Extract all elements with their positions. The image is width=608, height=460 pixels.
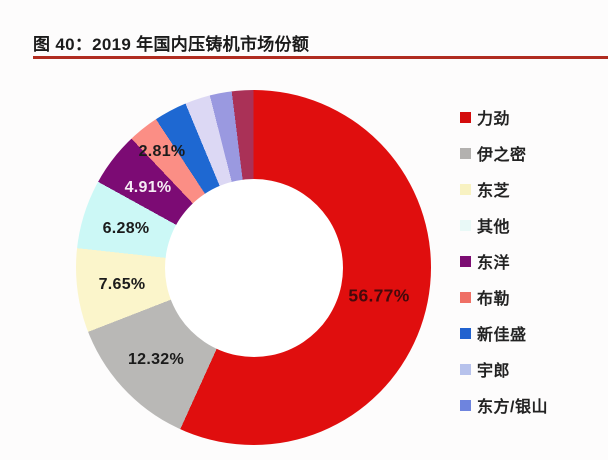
- legend-swatch-xinjiasheng: [460, 327, 471, 339]
- donut-chart: [76, 90, 431, 445]
- legend-swatch-other: [460, 219, 471, 231]
- legend-item-xinjiasheng: 新佳盛: [460, 315, 548, 351]
- legend-label-yizumi: 伊之密: [477, 147, 527, 164]
- legend-label-buhler: 布勒: [477, 291, 511, 308]
- legend-swatch-toyo: [460, 255, 471, 267]
- legend-label-lijin: 力劲: [477, 111, 511, 128]
- legend-label-yulang: 宇郎: [477, 363, 511, 380]
- legend-swatch-yulang: [460, 363, 471, 375]
- legend-item-yizumi: 伊之密: [460, 135, 548, 171]
- slice-label-yizumi: 12.32%: [127, 351, 185, 368]
- legend-label-xinjiasheng: 新佳盛: [477, 327, 527, 344]
- legend-swatch-dongfang-yinshan: [460, 399, 471, 411]
- legend-label-toshiba: 东芝: [477, 183, 511, 200]
- legend-swatch-lijin: [460, 111, 471, 123]
- legend-item-lijin: 力劲: [460, 99, 548, 135]
- slice-label-toyo: 4.91%: [124, 179, 172, 196]
- legend-item-yulang: 宇郎: [460, 351, 548, 387]
- legend-label-other: 其他: [477, 219, 511, 236]
- legend-swatch-yizumi: [460, 147, 471, 159]
- legend-swatch-buhler: [460, 291, 471, 303]
- legend-label-toyo: 东洋: [477, 255, 511, 272]
- slice-label-lijin: 56.77%: [348, 285, 410, 306]
- legend-item-toyo: 东洋: [460, 243, 548, 279]
- figure-title: 图 40：2019 年国内压铸机市场份额: [33, 35, 310, 54]
- legend: 力劲 伊之密 东芝 其他 东洋 布勒: [460, 99, 548, 423]
- slice-label-toshiba: 7.65%: [98, 276, 146, 293]
- legend-swatch-toshiba: [460, 183, 471, 195]
- legend-item-buhler: 布勒: [460, 279, 548, 315]
- title-underline: [33, 56, 608, 59]
- legend-label-dongfang-yinshan: 东方/银山: [477, 399, 548, 416]
- donut-hole: [164, 178, 343, 357]
- slice-label-buhler: 2.81%: [138, 143, 186, 160]
- legend-item-toshiba: 东芝: [460, 171, 548, 207]
- legend-item-dongfang-yinshan: 东方/银山: [460, 387, 548, 423]
- slice-label-other: 6.28%: [102, 220, 150, 237]
- legend-item-other: 其他: [460, 207, 548, 243]
